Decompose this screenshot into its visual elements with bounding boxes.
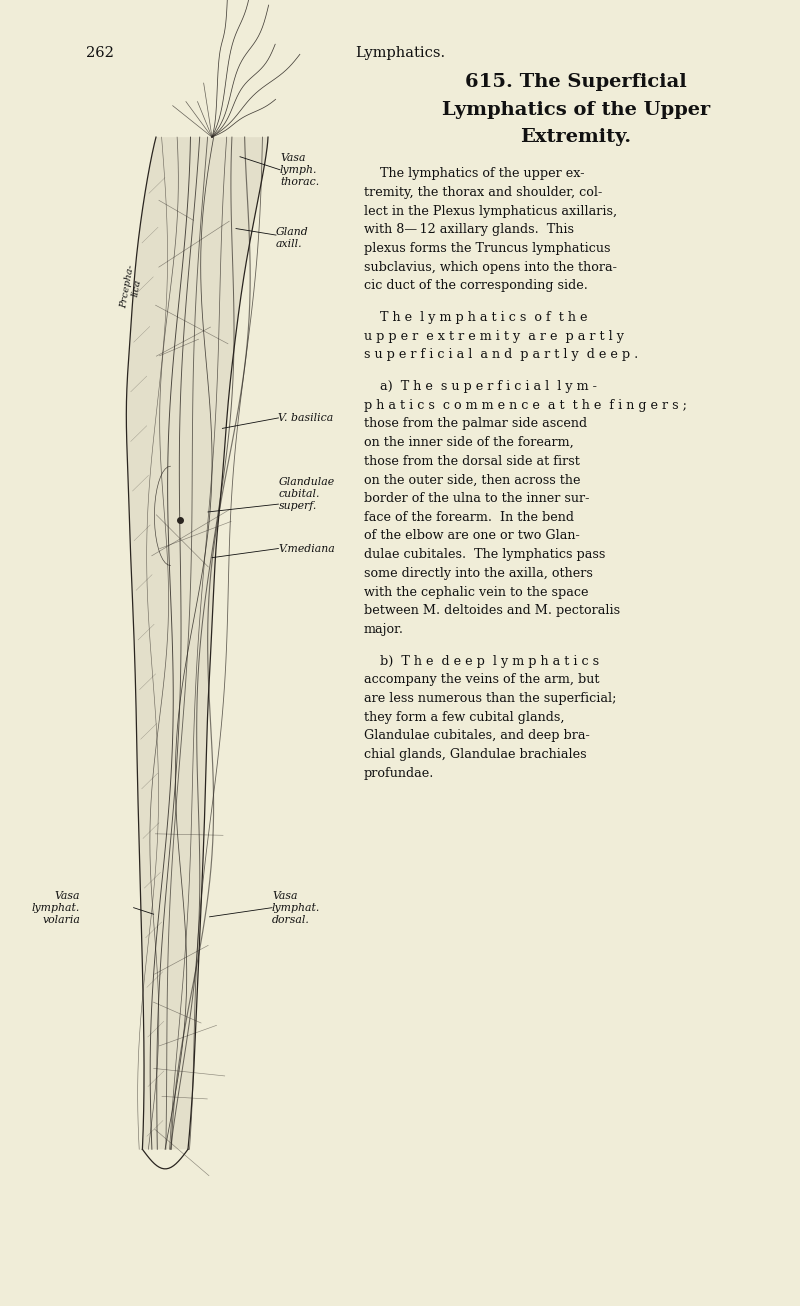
Text: Glandulae
cubital.
superf.: Glandulae cubital. superf. (278, 477, 334, 511)
Text: V.mediana: V.mediana (278, 543, 335, 554)
Text: u p p e r  e x t r e m i t y  a r e  p a r t l y: u p p e r e x t r e m i t y a r e p a r … (364, 329, 624, 342)
Text: of the elbow are one or two Glan-: of the elbow are one or two Glan- (364, 529, 580, 542)
Text: Gland
axill.: Gland axill. (276, 227, 309, 248)
Polygon shape (126, 137, 268, 1149)
Text: Glandulae cubitales, and deep bra-: Glandulae cubitales, and deep bra- (364, 729, 590, 742)
Text: a)  T h e  s u p e r f i c i a l  l y m -: a) T h e s u p e r f i c i a l l y m - (364, 380, 597, 393)
Text: are less numerous than the superficial;: are less numerous than the superficial; (364, 692, 616, 705)
Text: Lymphatics.: Lymphatics. (355, 46, 445, 60)
Text: face of the forearm.  In the bend: face of the forearm. In the bend (364, 511, 574, 524)
Text: some directly into the axilla, others: some directly into the axilla, others (364, 567, 593, 580)
Text: p h a t i c s  c o m m e n c e  a t  t h e  f i n g e r s ;: p h a t i c s c o m m e n c e a t t h e … (364, 398, 687, 411)
Text: profundae.: profundae. (364, 767, 434, 780)
Text: accompany the veins of the arm, but: accompany the veins of the arm, but (364, 674, 599, 686)
Text: those from the dorsal side at first: those from the dorsal side at first (364, 454, 580, 468)
Text: s u p e r f i c i a l  a n d  p a r t l y  d e e p .: s u p e r f i c i a l a n d p a r t l y … (364, 349, 638, 362)
Text: b)  T h e  d e e p  l y m p h a t i c s: b) T h e d e e p l y m p h a t i c s (364, 654, 599, 667)
Text: cic duct of the corresponding side.: cic duct of the corresponding side. (364, 279, 588, 293)
Text: plexus forms the Truncus lymphaticus: plexus forms the Truncus lymphaticus (364, 242, 610, 255)
Text: Prcepha-
lica: Prcepha- lica (118, 264, 146, 311)
Text: subclavius, which opens into the thora-: subclavius, which opens into the thora- (364, 260, 617, 273)
Text: with 8— 12 axillary glands.  This: with 8— 12 axillary glands. This (364, 223, 574, 236)
Text: V. basilica: V. basilica (278, 413, 334, 423)
Text: Lymphatics of the Upper: Lymphatics of the Upper (442, 101, 710, 119)
Text: border of the ulna to the inner sur-: border of the ulna to the inner sur- (364, 492, 590, 505)
Text: on the inner side of the forearm,: on the inner side of the forearm, (364, 436, 574, 449)
Text: Vasa
lymph.
thorac.: Vasa lymph. thorac. (280, 153, 319, 187)
Text: dulae cubitales.  The lymphatics pass: dulae cubitales. The lymphatics pass (364, 549, 606, 562)
Text: tremity, the thorax and shoulder, col-: tremity, the thorax and shoulder, col- (364, 185, 602, 199)
Text: The lymphatics of the upper ex-: The lymphatics of the upper ex- (364, 167, 585, 180)
Text: Vasa
lymphat.
dorsal.: Vasa lymphat. dorsal. (272, 891, 320, 925)
Text: 615. The Superficial: 615. The Superficial (465, 73, 687, 91)
Text: with the cephalic vein to the space: with the cephalic vein to the space (364, 585, 589, 598)
Text: between M. deltoides and M. pectoralis: between M. deltoides and M. pectoralis (364, 605, 620, 618)
Text: on the outer side, then across the: on the outer side, then across the (364, 474, 581, 486)
Text: Vasa
lymphat.
volaria: Vasa lymphat. volaria (32, 891, 80, 925)
Text: T h e  l y m p h a t i c s  o f  t h e: T h e l y m p h a t i c s o f t h e (364, 311, 587, 324)
Text: 262: 262 (86, 46, 114, 60)
Text: lect in the Plexus lymphaticus axillaris,: lect in the Plexus lymphaticus axillaris… (364, 205, 617, 218)
Text: those from the palmar side ascend: those from the palmar side ascend (364, 418, 587, 431)
Text: major.: major. (364, 623, 404, 636)
Text: they form a few cubital glands,: they form a few cubital glands, (364, 710, 565, 724)
Text: chial glands, Glandulae brachiales: chial glands, Glandulae brachiales (364, 748, 586, 761)
Text: Extremity.: Extremity. (521, 128, 631, 146)
